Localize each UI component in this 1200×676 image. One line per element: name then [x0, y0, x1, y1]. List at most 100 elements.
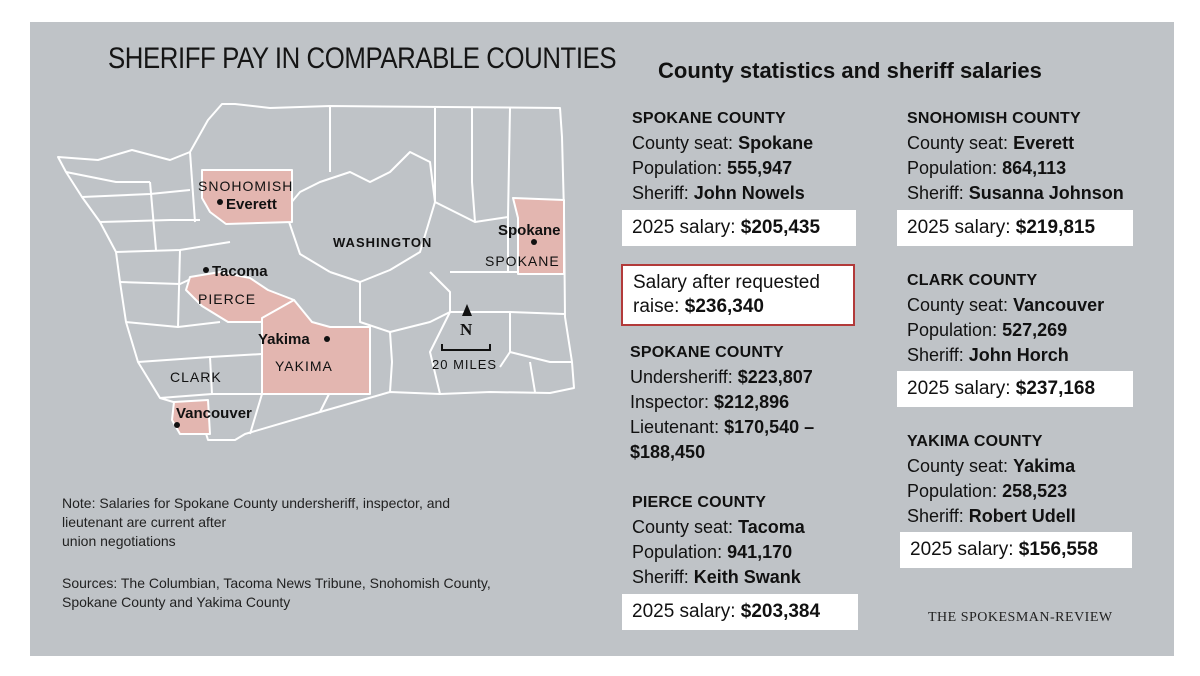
map-title: SHERIFF PAY IN COMPARABLE COUNTIES [108, 42, 617, 75]
label-text: County seat: [632, 517, 739, 537]
sheriff-name: John Nowels [693, 183, 805, 203]
sources-line: Spokane County and Yakima County [62, 594, 291, 610]
county-seat: Everett [1013, 133, 1075, 153]
county-title: SPOKANE COUNTY [632, 110, 786, 127]
county-title: SPOKANE COUNTY [630, 344, 784, 361]
city-label-yakima: Yakima [258, 331, 310, 348]
label-text: raise: [633, 296, 685, 317]
salary-value: $156,558 [1018, 539, 1099, 560]
county-label-spokane: SPOKANE [485, 253, 560, 269]
county-clark [171, 399, 211, 435]
label-text: Inspector: [630, 392, 715, 412]
label-text: Lieutenant: [630, 417, 725, 437]
city-dot-vancouver [174, 422, 180, 428]
salary-value: $237,168 [1015, 378, 1096, 399]
city-dot-everett [217, 199, 223, 205]
sheriff-name: Robert Udell [968, 506, 1076, 526]
county-label-yakima: YAKIMA [275, 358, 333, 374]
raise-line: Salary after requested [633, 272, 820, 293]
city-label-tacoma: Tacoma [212, 263, 268, 280]
label-text: Sheriff: [907, 345, 969, 365]
note-line: Note: Salaries for Spokane County unders… [62, 495, 451, 511]
label-text: Population: [907, 158, 1003, 178]
publisher-credit: THE SPOKESMAN-REVIEW [928, 610, 1113, 625]
snohomish-county-stats: SNOHOMISH COUNTY County seat: Everett Po… [907, 106, 1124, 206]
yakima-county-stats: YAKIMA COUNTY County seat: Yakima Popula… [907, 429, 1076, 529]
label-text: County seat: [907, 456, 1014, 476]
salary-value: $203,384 [740, 601, 821, 622]
label-text: Sheriff: [907, 506, 969, 526]
note-line: union negotiations [62, 533, 176, 549]
county-seat: Spokane [738, 133, 814, 153]
county-title: PIERCE COUNTY [632, 494, 767, 511]
yakima-salary-box: 2025 salary: $156,558 [900, 532, 1132, 568]
raise-value: $236,340 [684, 296, 764, 317]
sheriff-name: John Horch [968, 345, 1069, 365]
label-text: Sheriff: [632, 183, 694, 203]
population: 864,113 [1002, 158, 1067, 178]
county-label-pierce: PIERCE [198, 291, 256, 307]
pierce-county-stats: PIERCE COUNTY County seat: Tacoma Popula… [632, 490, 805, 590]
label-text: 2025 salary: [910, 539, 1019, 560]
snohomish-salary-box: 2025 salary: $219,815 [897, 210, 1133, 246]
county-title: YAKIMA COUNTY [907, 433, 1043, 450]
infographic-panel: SHERIFF PAY IN COMPARABLE COUNTIES Count… [30, 22, 1174, 656]
north-arrow-icon: N [460, 304, 473, 339]
county-snohomish [201, 169, 293, 225]
spokane-staff-salaries: SPOKANE COUNTY Undersheriff: $223,807 In… [630, 340, 814, 465]
city-dot-yakima [324, 336, 330, 342]
undersheriff-salary: $223,807 [737, 367, 813, 387]
washington-map: SNOHOMISH Everett Tacoma PIERCE Yakima Y… [57, 103, 575, 441]
label-text: 2025 salary: [907, 217, 1016, 238]
label-text: Undersheriff: [630, 367, 738, 387]
county-seat: Vancouver [1013, 295, 1105, 315]
population: 941,170 [727, 542, 793, 562]
label-text: 2025 salary: [632, 217, 741, 238]
clark-county-stats: CLARK COUNTY County seat: Vancouver Popu… [907, 268, 1104, 368]
county-seat: Tacoma [738, 517, 805, 537]
label-text: County seat: [907, 133, 1014, 153]
city-label-everett: Everett [226, 196, 277, 213]
label-text: Population: [632, 542, 728, 562]
city-label-vancouver: Vancouver [176, 405, 252, 422]
label-text: Population: [907, 320, 1003, 340]
note-line: lieutenant are current after [62, 514, 227, 530]
stats-title: County statistics and sheriff salaries [658, 58, 1042, 83]
inspector-salary: $212,896 [714, 392, 790, 412]
sources-line: Sources: The Columbian, Tacoma News Trib… [62, 575, 491, 591]
county-yakima [261, 299, 371, 395]
county-title: CLARK COUNTY [907, 272, 1038, 289]
label-text: 2025 salary: [907, 378, 1016, 399]
label-text: Population: [632, 158, 728, 178]
scale-bar [441, 344, 491, 351]
spokane-county-stats: SPOKANE COUNTY County seat: Spokane Popu… [632, 106, 813, 206]
label-text: County seat: [632, 133, 739, 153]
sheriff-name: Keith Swank [693, 567, 801, 587]
population: 527,269 [1002, 320, 1068, 340]
scale-label: 20 MILES [432, 357, 497, 372]
state-label: WASHINGTON [333, 235, 432, 250]
lieutenant-salary: $170,540 – [724, 417, 815, 437]
requested-raise-box: Salary after requested raise: $236,340 [621, 264, 855, 326]
city-dot-spokane [531, 239, 537, 245]
sources: Sources: The Columbian, Tacoma News Trib… [62, 574, 542, 612]
county-title: SNOHOMISH COUNTY [907, 110, 1081, 127]
city-dot-tacoma [203, 267, 209, 273]
label-text: Population: [907, 481, 1003, 501]
city-label-spokane: Spokane [498, 222, 561, 239]
county-spokane [512, 197, 565, 275]
note: Note: Salaries for Spokane County unders… [62, 494, 532, 551]
population: 258,523 [1002, 481, 1068, 501]
county-seat: Yakima [1013, 456, 1076, 476]
county-label-snohomish: SNOHOMISH [198, 178, 293, 194]
label-text: Sheriff: [907, 183, 969, 203]
salary-value: $205,435 [740, 217, 821, 238]
county-label-clark: CLARK [170, 369, 222, 385]
svg-text:N: N [460, 320, 473, 339]
label-text: 2025 salary: [632, 601, 741, 622]
population: 555,947 [727, 158, 793, 178]
label-text: County seat: [907, 295, 1014, 315]
sheriff-name: Susanna Johnson [968, 183, 1124, 203]
label-text: Sheriff: [632, 567, 694, 587]
pierce-salary-box: 2025 salary: $203,384 [622, 594, 858, 630]
